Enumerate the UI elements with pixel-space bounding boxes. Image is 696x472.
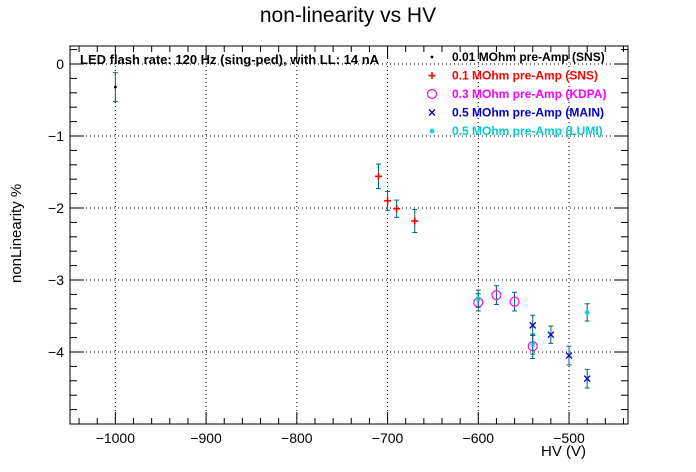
legend-label: 0.5 MOhm pre-Amp (LUMI) [452, 124, 603, 138]
chart-title: non-linearity vs HV [260, 4, 436, 27]
chart-annotation: LED flash rate: 120 Hz (sing-ped), with … [80, 52, 380, 67]
point-marker [113, 85, 117, 89]
data-point [509, 291, 520, 312]
marker-x-b [565, 352, 573, 360]
legend-marker [428, 109, 436, 116]
point-marker [374, 172, 382, 180]
marker-star-b [429, 128, 435, 134]
grid-layer [70, 46, 628, 424]
legend-item: 0.01 MOhm pre-Amp (SNS) [430, 50, 605, 64]
point-marker [565, 352, 573, 360]
data-point [547, 325, 555, 344]
data-point [112, 72, 118, 102]
marker-x-b [428, 109, 436, 116]
legend-item: 0.5 MOhm pre-Amp (MAIN) [428, 106, 604, 120]
y-axis-label: nonLinearity % [8, 184, 25, 283]
marker-x-b [529, 321, 537, 329]
legend-label: 0.1 MOhm pre-Amp (SNS) [452, 69, 598, 83]
data-point [374, 163, 382, 190]
legend-marker [430, 55, 434, 59]
marker-circle [509, 296, 520, 307]
data-point [584, 303, 590, 322]
plot-frame [69, 45, 629, 425]
marker-circle [491, 290, 502, 301]
marker-dot [430, 55, 434, 59]
x-axis-label: HV (V) [541, 443, 586, 460]
legend-label: 0.01 MOhm pre-Amp (SNS) [452, 50, 605, 64]
data-layer [112, 72, 591, 389]
data-point [583, 368, 591, 389]
x-tick-label: −600 [463, 430, 495, 446]
x-tick-label: −1000 [96, 430, 136, 446]
data-point [384, 190, 392, 211]
legend-item: 0.1 MOhm pre-Amp (SNS) [428, 69, 598, 83]
legend: 0.01 MOhm pre-Amp (SNS) 0.1 MOhm pre-Amp … [426, 50, 606, 138]
legend-marker [428, 72, 436, 79]
legend-item: 0.3 MOhm pre-Amp (KDPA) [426, 87, 606, 101]
point-marker [509, 296, 520, 307]
legend-label: 0.3 MOhm pre-Amp (KDPA) [452, 87, 606, 101]
marker-circle [426, 88, 438, 100]
marker-x-b [583, 375, 591, 383]
legend-item: 0.5 MOhm pre-Amp (LUMI) [429, 124, 603, 138]
x-tick-label: −700 [372, 430, 404, 446]
data-point [529, 314, 537, 336]
point-marker [530, 342, 536, 348]
data-point [411, 208, 419, 233]
y-tick-label: −3 [48, 272, 64, 288]
legend-marker [429, 128, 435, 134]
y-tick-label: −1 [48, 128, 64, 144]
marker-star-b [475, 296, 481, 302]
legend-marker [426, 88, 438, 100]
marker-dot [113, 85, 117, 89]
y-tick-label: −2 [48, 200, 64, 216]
point-marker [475, 296, 481, 302]
point-marker [411, 217, 419, 225]
y-tick-label: 0 [56, 56, 64, 72]
data-point [491, 285, 502, 305]
x-tick-label: −800 [281, 430, 313, 446]
x-tick-label: −500 [553, 430, 585, 446]
marker-star-b [584, 310, 590, 315]
legend-label: 0.5 MOhm pre-Amp (MAIN) [452, 106, 604, 120]
data-point [530, 334, 536, 355]
point-marker [547, 331, 555, 339]
point-marker [584, 309, 590, 315]
point-marker [583, 375, 591, 383]
data-point [475, 289, 481, 308]
y-tick-label: −4 [48, 344, 64, 360]
marker-star-b [530, 342, 536, 348]
marker-x-b [547, 331, 555, 339]
axis-layer: −1000 −900 −800 −700 −600 −500 −4 −3 −2 −1 0 [48, 46, 628, 446]
point-marker [393, 205, 401, 213]
data-point [565, 345, 573, 366]
point-marker [384, 197, 392, 205]
data-point [393, 199, 401, 218]
point-marker [491, 290, 502, 301]
x-tick-label: −900 [190, 430, 222, 446]
point-marker [529, 321, 537, 329]
